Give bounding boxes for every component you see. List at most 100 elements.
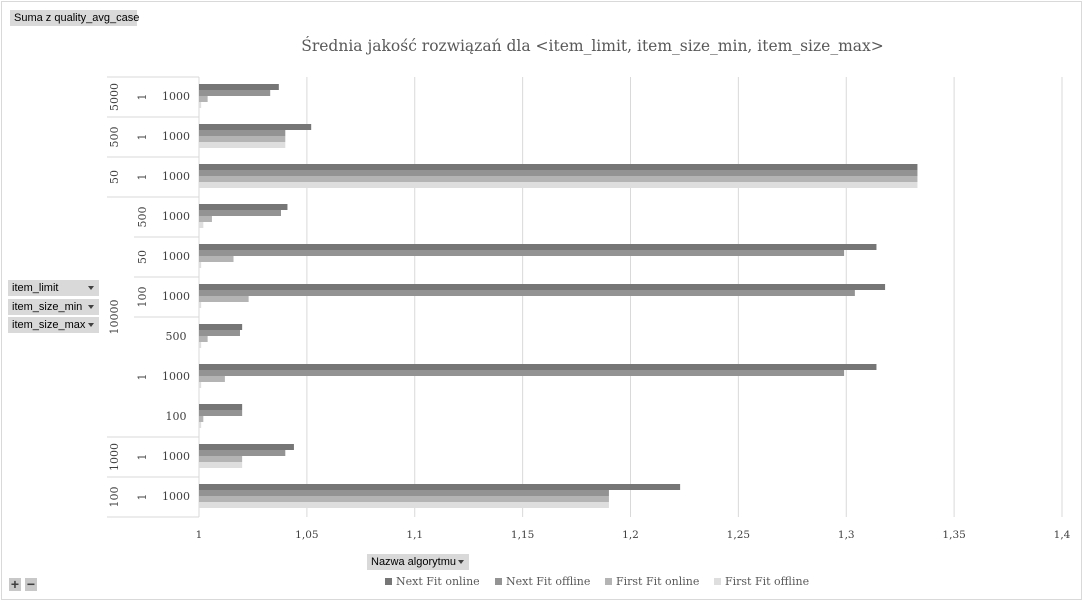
bar [199,170,918,176]
category-label: 1000 [162,210,190,223]
subgroup-label: 500 [136,207,149,228]
bar [199,210,281,216]
legend-label: Next Fit offline [506,575,591,588]
category-label: 1000 [162,370,190,383]
bar [199,176,918,182]
chevron-down-icon[interactable] [88,305,94,309]
bar [199,90,271,96]
value-field-label: Suma z quality_avg_case [14,12,140,24]
legend-label: First Fit offline [725,575,810,588]
column-field-button[interactable]: Nazwa algorytmu [367,554,469,570]
subgroup-label: 50 [136,250,149,264]
x-tick-label: 1,35 [942,529,965,541]
legend-label: Next Fit online [396,575,480,588]
row-field-item-size-min[interactable]: item_size_min [8,299,99,315]
row-field-label: item_size_min [12,301,83,313]
bar [199,404,243,410]
bar [199,422,202,428]
subgroup-label: 1 [136,94,149,101]
category-label: 1000 [162,90,190,103]
subgroup-label: 1 [136,174,149,181]
bar [199,284,886,290]
bar [199,296,249,302]
legend-item-next-fit-online: Next Fit online [385,575,480,588]
bar [199,136,286,142]
x-tick-label: 1 [196,529,203,541]
bar [199,324,243,330]
bar [199,96,208,102]
bar [199,182,918,188]
chevron-down-icon[interactable] [88,323,94,327]
minus-icon[interactable]: − [25,576,37,592]
x-tick-label: 1,2 [622,529,639,541]
bar [199,102,202,108]
bar [199,490,609,496]
category-label: 1000 [162,450,190,463]
chevron-down-icon[interactable] [458,560,464,564]
bar [199,142,286,148]
x-tick-label: 1,1 [406,529,423,541]
bar [199,502,609,508]
bar [199,244,877,250]
x-tick-label: 1,4 [1054,529,1071,541]
group-label: 5000 [108,83,121,111]
group-label: 100 [108,487,121,508]
value-field-button[interactable]: Suma z quality_avg_case [10,10,140,26]
subgroup-label: 100 [136,287,149,308]
bar [199,456,243,462]
column-field-label: Nazwa algorytmu [371,556,456,568]
category-label: 1000 [162,250,190,263]
category-label: 1000 [162,490,190,503]
bar [199,484,681,490]
bar [199,330,240,336]
row-field-item-limit[interactable]: item_limit [8,280,99,296]
row-field-label: item_limit [12,282,59,294]
category-label: 1000 [162,290,190,303]
plus-icon[interactable]: + [9,576,21,592]
bar [199,342,202,348]
legend-item-next-fit-offline: Next Fit offline [495,575,590,588]
subgroup-label: 1 [136,134,149,141]
row-field-label: item_size_max [12,319,86,331]
subgroup-label: 1 [136,454,149,461]
bar [199,130,286,136]
group-label: 500 [108,127,121,148]
bar [199,164,918,170]
legend-swatch [605,577,612,585]
category-label: 1000 [162,170,190,183]
x-tick-label: 1,05 [295,529,318,541]
group-label: 1000 [108,443,121,471]
bar [199,302,202,308]
bar [199,444,294,450]
bar [199,450,286,456]
bar [199,410,243,416]
legend-swatch [714,577,721,585]
bar [199,382,202,388]
row-field-item-size-max[interactable]: item_size_max [8,317,99,333]
bar [199,336,208,342]
group-label: 10000 [108,300,121,335]
bar [199,496,609,502]
bar [199,124,312,130]
x-tick-label: 1,25 [727,529,750,541]
bar [199,462,243,468]
bar [199,376,225,382]
x-tick-label: 1,15 [511,529,534,541]
category-label: 1000 [162,130,190,143]
legend-item-first-fit-online: First Fit online [605,575,699,588]
subgroup-label: 1 [136,494,149,501]
bar [199,370,845,376]
bar [199,290,855,296]
bar [199,84,279,90]
bar [199,364,877,370]
category-label: 100 [166,410,187,423]
legend-label: First Fit online [616,575,700,588]
bar [199,250,845,256]
bar [199,256,234,262]
category-label: 500 [166,330,187,343]
legend-swatch [495,577,502,585]
group-label: 50 [108,170,121,184]
bar [199,416,204,422]
chevron-down-icon[interactable] [88,286,94,290]
